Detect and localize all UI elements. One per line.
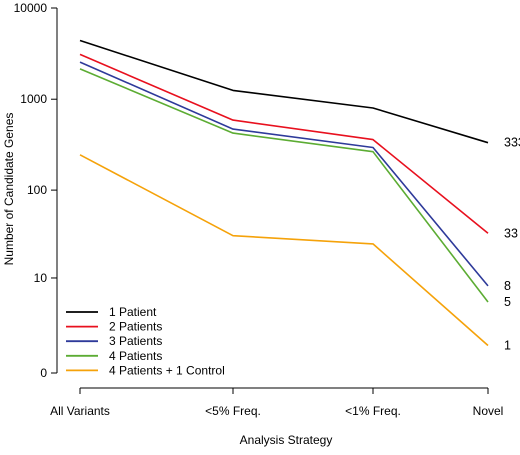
y-tick-label: 1000 — [20, 92, 47, 106]
series-line — [79, 53, 489, 234]
legend-label: 2 Patients — [109, 320, 162, 334]
legend-label: 3 Patients — [109, 334, 162, 348]
end-value-label: 1 — [504, 339, 511, 353]
y-tick-label: 100 — [27, 183, 47, 197]
x-tick-label: All Variants — [50, 404, 110, 418]
end-value-label: 33 — [504, 226, 518, 240]
legend-label: 1 Patient — [109, 305, 157, 319]
y-tick-label: 10000 — [14, 1, 48, 15]
end-value-label: 5 — [504, 295, 511, 309]
legend-label: 4 Patients — [109, 349, 162, 363]
y-tick-label: 10 — [34, 271, 48, 285]
y-tick-label: 0 — [40, 366, 47, 380]
end-labels: 33333851 — [504, 136, 520, 353]
x-tick-label: <5% Freq. — [205, 404, 261, 418]
series-line — [79, 68, 489, 303]
legend-label: 4 Patients + 1 Control — [109, 363, 225, 377]
end-value-label: 333 — [504, 136, 520, 150]
y-ticks: 0 10 100 1000 10000 — [14, 1, 57, 380]
end-value-label: 8 — [504, 279, 511, 293]
x-tick-label: Novel — [473, 404, 504, 418]
x-ticks: All Variants <5% Freq. <1% Freq. Novel — [50, 388, 503, 418]
y-axis-title: Number of Candidate Genes — [2, 113, 16, 266]
x-axis-title: Analysis Strategy — [240, 433, 333, 447]
series-line — [79, 154, 489, 347]
series-line — [79, 39, 489, 144]
x-tick-label: <1% Freq. — [345, 404, 401, 418]
series-line — [79, 61, 489, 287]
series-lines — [79, 39, 489, 347]
